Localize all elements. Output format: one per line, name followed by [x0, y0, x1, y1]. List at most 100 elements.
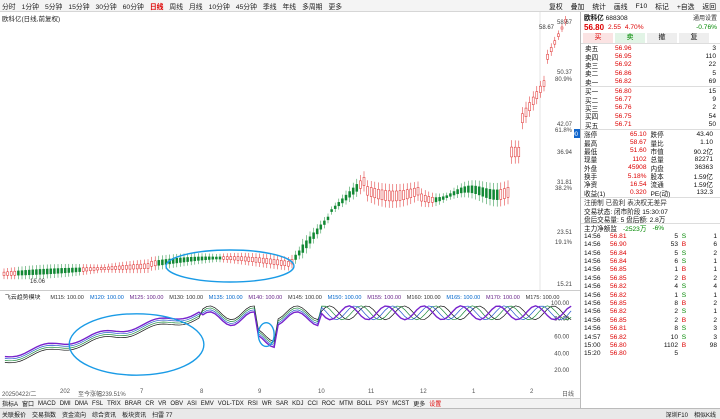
indicator-tick: 80.00	[554, 317, 570, 323]
sell-button[interactable]: 卖	[615, 32, 645, 43]
indicator-tab[interactable]: DMI	[59, 400, 71, 407]
period-9[interactable]: 10分钟	[208, 3, 230, 11]
toolbar-right-2[interactable]: 统计	[592, 4, 606, 11]
toolbar-right-7[interactable]: 返回	[702, 4, 716, 11]
candle-body	[261, 257, 265, 264]
tick-cell: 2	[674, 308, 678, 316]
indicator-label: M165: 100.00	[446, 295, 480, 301]
tick-cell: 98	[709, 341, 717, 349]
indicator-chart[interactable]: 飞云趋势模块 M115: 100.00 M120: 100.00 M125: 100.…	[0, 290, 580, 390]
toolbar-right-0[interactable]: 复权	[549, 4, 563, 11]
period-7[interactable]: 周线	[169, 3, 183, 11]
buy-button[interactable]: 买	[583, 32, 613, 43]
indicator-tab[interactable]: MCST	[392, 400, 410, 407]
candle-body	[359, 180, 362, 189]
period-13[interactable]: 多周期	[302, 3, 323, 11]
period-14[interactable]: 更多	[328, 3, 343, 11]
indicator-label: M120: 100.00	[90, 295, 124, 301]
indicator-tab[interactable]: MACD	[38, 400, 56, 407]
stat-val: 90.2亿	[693, 148, 713, 156]
indicator-tab[interactable]: FSL	[92, 400, 104, 407]
indicator-tab[interactable]: 更多	[413, 402, 426, 408]
period-6[interactable]: 日线	[149, 3, 164, 11]
taskbar-right-item[interactable]: 相似K线	[693, 412, 716, 419]
toolbar-right-1[interactable]: 叠加	[570, 4, 585, 11]
book-cell: 买一	[585, 89, 599, 97]
taskbar-right-item[interactable]: 深圳F10	[665, 412, 688, 419]
candle-body	[355, 184, 359, 192]
taskbar-item[interactable]: 板块资讯	[122, 412, 147, 419]
toolbar-right-5[interactable]: 标记	[655, 4, 669, 11]
indicator-tab[interactable]: ASI	[187, 400, 197, 407]
pct-tick: 80.9%	[555, 77, 573, 83]
candle-body	[384, 190, 387, 201]
tick-cell: 1	[674, 291, 678, 299]
taskbar-item[interactable]: 综合资讯	[92, 412, 117, 419]
indicator-tab[interactable]: 指标A	[2, 402, 19, 408]
taskbar-item[interactable]: 交易指数	[32, 412, 57, 419]
indicator-tab[interactable]: EMV	[200, 400, 214, 407]
toolbar-right-3[interactable]: 画线	[613, 4, 628, 11]
period-10[interactable]: 45分钟	[235, 3, 257, 11]
period-1[interactable]: 1分钟	[21, 3, 39, 11]
price-tick: 50.37	[557, 70, 573, 76]
indicator-tab[interactable]: 窗口	[22, 402, 35, 408]
tick-cell: 1102	[663, 341, 678, 349]
indicator-tab[interactable]: CCI	[307, 400, 318, 407]
indicator-tab[interactable]: WR	[261, 400, 272, 407]
toolbar-right-6[interactable]: +自选	[676, 4, 695, 11]
indicator-tab[interactable]: 设置	[429, 402, 442, 408]
tick-cell: 8	[674, 300, 678, 308]
book-cell: 卖四	[585, 54, 599, 62]
kline-chart[interactable]: 欧科亿(日线,前复权) ●◆■ 58.6750.3742.0736.9431.8…	[0, 12, 580, 290]
indicator-tab[interactable]: RSI	[247, 400, 258, 407]
indicator-tab[interactable]: TRIX	[107, 400, 121, 407]
indicator-tab[interactable]: DMA	[74, 400, 89, 407]
indicator-tab[interactable]: MTM	[339, 400, 353, 407]
tick-cell: B	[681, 266, 687, 274]
candle-body	[557, 33, 560, 37]
tick-cell: 14:56	[584, 232, 601, 240]
taskbar-item[interactable]: 扫雷 77	[152, 412, 173, 419]
indicator-tab[interactable]: BOLL	[356, 400, 373, 407]
period-11[interactable]: 季线	[262, 3, 277, 11]
candle-body	[413, 187, 416, 197]
indicator-tab[interactable]: VR	[158, 400, 167, 407]
tick-cell: S	[681, 325, 687, 333]
indicator-tab[interactable]: KDJ	[292, 400, 304, 407]
period-8[interactable]: 月线	[189, 3, 203, 11]
candle-body	[308, 236, 312, 244]
tick-cell: B	[681, 274, 687, 282]
indicator-tab[interactable]: SAR	[275, 400, 289, 407]
candle-body	[456, 189, 459, 195]
date-tick: 2	[530, 389, 534, 395]
cancel-button[interactable]: 撤	[647, 32, 677, 43]
indicator-tab[interactable]: OBV	[170, 400, 184, 407]
tick-cell: 14:56	[584, 308, 601, 316]
period-4[interactable]: 30分钟	[95, 3, 117, 11]
ask-book: 卖五 56.96 3 卖四 56.95 110 卖三 56.92 22 卖二 56.86 5 卖一 56.…	[581, 44, 720, 87]
period-2[interactable]: 5分钟	[44, 3, 63, 11]
taskbar-item[interactable]: 关联报价	[2, 412, 27, 419]
period-12[interactable]: 年线	[282, 3, 297, 11]
candle-body	[204, 256, 207, 261]
period-0[interactable]: 分时	[2, 3, 16, 11]
restore-button[interactable]: 复	[679, 32, 709, 43]
candle-body	[503, 188, 506, 199]
indicator-tab[interactable]: CR	[145, 400, 155, 407]
book-row: 卖五 56.96 3	[581, 44, 720, 54]
tick-cell: S	[681, 232, 687, 240]
indicator-tab[interactable]: BRAR	[124, 400, 142, 407]
toolbar-right-4[interactable]: F10	[635, 2, 648, 10]
candle-body	[488, 189, 492, 199]
book-cell: 50	[708, 121, 716, 129]
settings-button[interactable]: 通用设置	[692, 15, 717, 22]
period-3[interactable]: 15分钟	[68, 3, 90, 11]
tick-cell: 14:56	[584, 258, 601, 266]
taskbar-item[interactable]: 资金流向	[62, 412, 87, 419]
candle-body	[427, 196, 431, 203]
indicator-tab[interactable]: VOL-TDX	[217, 400, 244, 407]
indicator-tab[interactable]: ROC	[321, 400, 336, 407]
indicator-tab[interactable]: PSY	[376, 400, 389, 407]
period-5[interactable]: 60分钟	[122, 3, 144, 11]
